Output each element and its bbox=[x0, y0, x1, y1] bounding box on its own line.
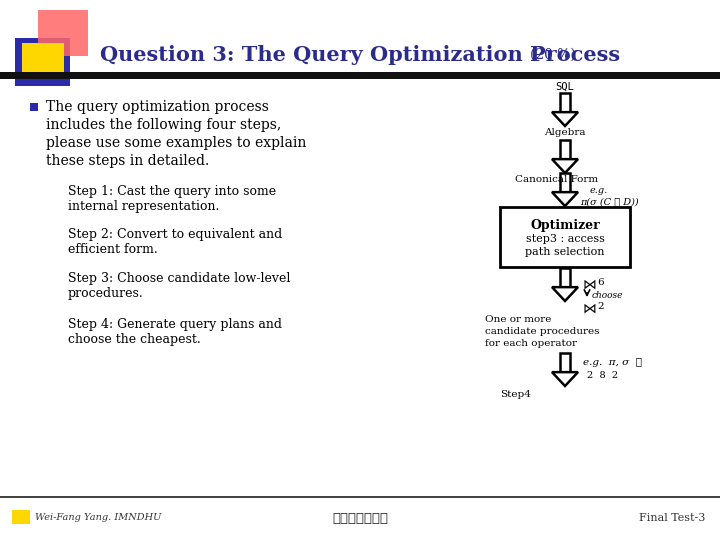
Text: Step 4: Generate query plans and: Step 4: Generate query plans and bbox=[68, 318, 282, 331]
Text: ⋈: ⋈ bbox=[583, 302, 597, 316]
Text: π(σ (C ⋈ D)): π(σ (C ⋈ D)) bbox=[580, 197, 639, 206]
Text: Optimizer: Optimizer bbox=[530, 219, 600, 232]
Text: e.g.: e.g. bbox=[590, 186, 608, 195]
Text: procedures.: procedures. bbox=[68, 287, 144, 300]
Polygon shape bbox=[552, 112, 578, 126]
Text: SQL: SQL bbox=[556, 82, 575, 92]
Text: Step 3: Choose candidate low-level: Step 3: Choose candidate low-level bbox=[68, 272, 290, 285]
Text: step3 : access: step3 : access bbox=[526, 234, 604, 244]
Text: One or more: One or more bbox=[485, 315, 552, 324]
Text: choose the cheapest.: choose the cheapest. bbox=[68, 333, 201, 346]
Bar bbox=[559, 93, 570, 112]
Bar bbox=[38, 10, 88, 56]
Text: for each operator: for each operator bbox=[485, 339, 577, 348]
Text: The query optimization process: The query optimization process bbox=[46, 100, 269, 114]
Text: Canonical Form: Canonical Form bbox=[516, 175, 598, 184]
Text: Step 1: Cast the query into some: Step 1: Cast the query into some bbox=[68, 185, 276, 198]
Text: candidate procedures: candidate procedures bbox=[485, 327, 600, 336]
Text: Step4: Step4 bbox=[500, 390, 531, 399]
Bar bbox=[500, 207, 630, 267]
Bar bbox=[559, 353, 570, 372]
Text: internal representation.: internal representation. bbox=[68, 200, 220, 213]
Text: ⋈: ⋈ bbox=[583, 278, 597, 292]
Text: efficient form.: efficient form. bbox=[68, 243, 158, 256]
Bar bbox=[559, 268, 570, 287]
Bar bbox=[0, 496, 720, 498]
Text: includes the following four steps,: includes the following four steps, bbox=[46, 118, 282, 132]
Bar bbox=[559, 140, 570, 159]
Polygon shape bbox=[552, 287, 578, 301]
Bar bbox=[12, 510, 30, 524]
Text: Step 2: Convert to equivalent and: Step 2: Convert to equivalent and bbox=[68, 228, 282, 241]
Text: please use some examples to explain: please use some examples to explain bbox=[46, 136, 307, 150]
Text: Final Test-3: Final Test-3 bbox=[639, 513, 705, 523]
Bar bbox=[15, 38, 70, 86]
Polygon shape bbox=[552, 192, 578, 206]
Bar bbox=[30, 103, 38, 111]
Text: path selection: path selection bbox=[526, 247, 605, 257]
Text: e.g.  π, σ  ⋈: e.g. π, σ ⋈ bbox=[583, 358, 642, 367]
Text: (20 %): (20 %) bbox=[530, 48, 576, 62]
Polygon shape bbox=[552, 159, 578, 173]
Bar bbox=[0, 72, 720, 79]
Text: Question 3: The Query Optimization Process: Question 3: The Query Optimization Proce… bbox=[100, 45, 620, 65]
Text: 2  8  2: 2 8 2 bbox=[587, 371, 618, 380]
Text: choose: choose bbox=[592, 291, 624, 300]
Bar bbox=[559, 173, 570, 192]
Text: 6: 6 bbox=[597, 278, 603, 287]
Text: these steps in detailed.: these steps in detailed. bbox=[46, 154, 210, 168]
Bar bbox=[22, 43, 64, 77]
Text: Wei-Fang Yang. IMNDHU: Wei-Fang Yang. IMNDHU bbox=[35, 514, 161, 523]
Text: 高等資料庫系統: 高等資料庫系統 bbox=[332, 511, 388, 524]
Polygon shape bbox=[552, 372, 578, 386]
Text: 2: 2 bbox=[597, 302, 603, 311]
Text: Algebra: Algebra bbox=[544, 128, 586, 137]
